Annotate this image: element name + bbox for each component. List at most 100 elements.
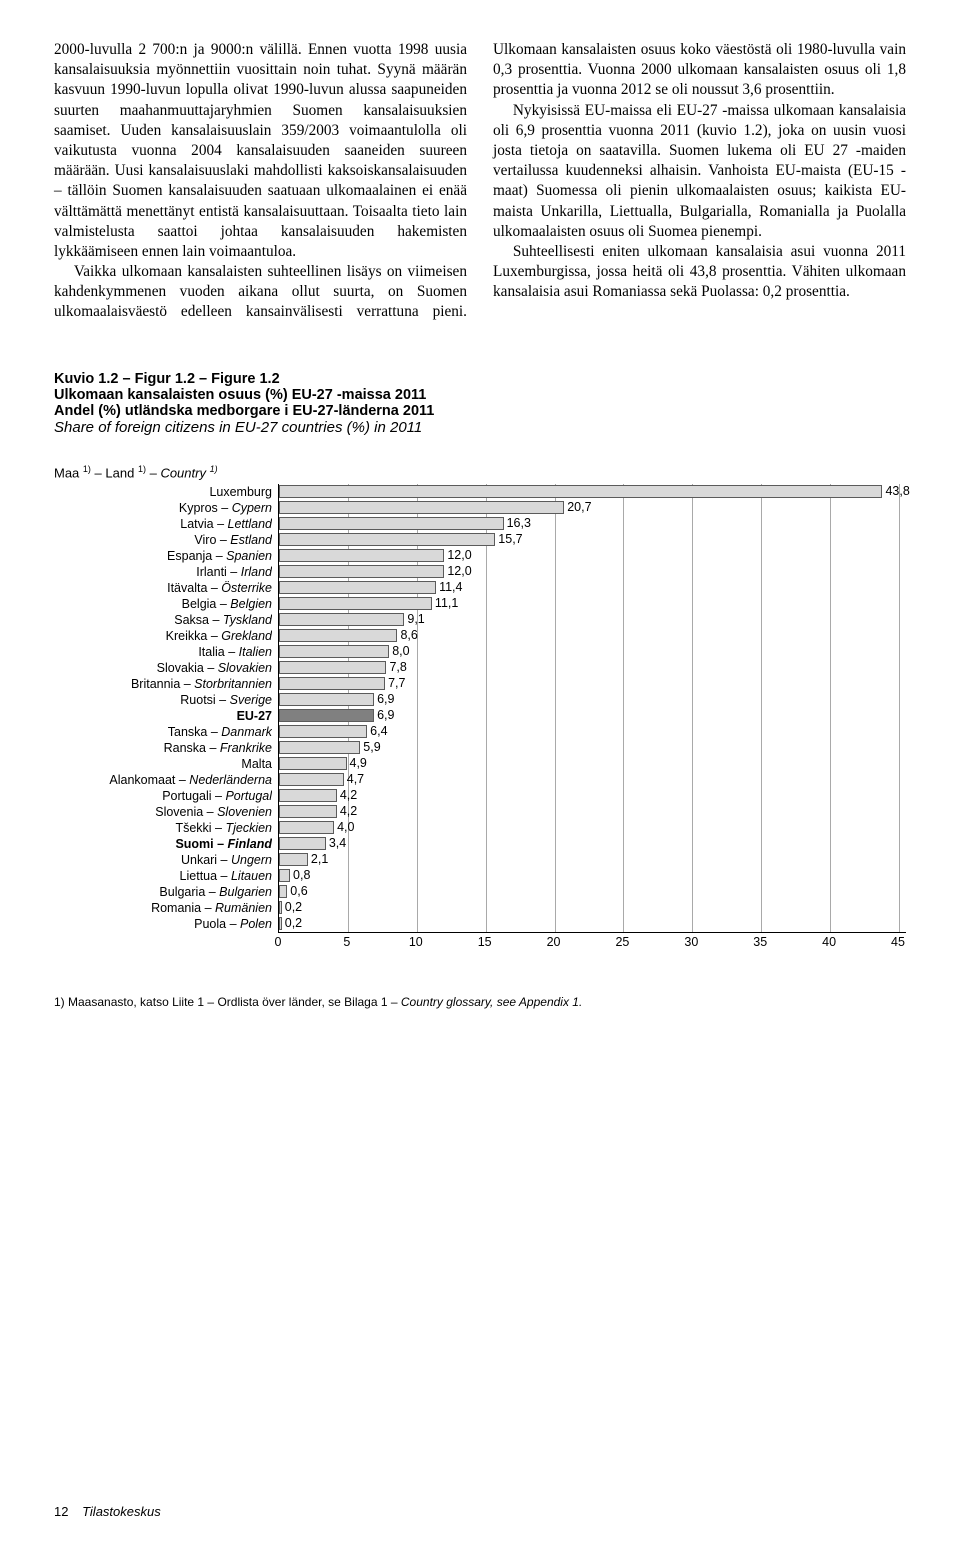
chart-x-tick: 25 [615,935,629,949]
figure-title-sv: Andel (%) utländska medborgare i EU-27-l… [54,403,906,419]
figure-label: Kuvio 1.2 – Figur 1.2 – Figure 1.2 [54,371,906,387]
chart-value-label: 12,0 [447,549,471,562]
chart-row-label: Itävalta – Österrike [54,580,272,596]
chart-value-label: 20,7 [567,501,591,514]
chart-row-label: Belgia – Belgien [54,596,272,612]
chart-x-tick: 0 [275,935,282,949]
chart-bar [279,533,495,546]
footer-source: Tilastokeskus [82,1504,161,1519]
body-text: 2000-luvulla 2 700:n ja 9000:n välillä. … [54,40,906,323]
chart-bar [279,501,564,514]
chart-row-label: Romania – Rumänien [54,900,272,916]
chart-row-label: Kypros – Cypern [54,500,272,516]
chart-value-label: 16,3 [507,517,531,530]
chart-gridline [555,484,556,932]
chart-x-labels: 051015202530354045 [278,933,898,951]
chart-gridline [830,484,831,932]
chart-row-label: Slovakia – Slovakien [54,660,272,676]
chart-bar [279,485,882,498]
chart-value-label: 12,0 [447,565,471,578]
chart-gridline [692,484,693,932]
chart-bar [279,709,374,722]
chart-bar [279,741,360,754]
chart-value-label: 4,7 [347,773,364,786]
chart-bar [279,773,344,786]
chart-row-label: Ranska – Frankrike [54,740,272,756]
chart-value-label: 8,6 [400,629,417,642]
chart-plot-area: 43,820,716,315,712,012,011,411,19,18,68,… [278,484,906,933]
chart-value-label: 7,7 [388,677,405,690]
chart-x-tick: 15 [478,935,492,949]
figure-footnote: 1) Maasanasto, katso Liite 1 – Ordlista … [54,995,906,1009]
chart-row-label: Britannia – Storbritannien [54,676,272,692]
chart-bar [279,757,347,770]
chart-row-label: Tšekki – Tjeckien [54,820,272,836]
chart-value-label: 0,2 [285,901,302,914]
chart-x-tick: 10 [409,935,423,949]
chart-bar [279,885,287,898]
chart-row-label: Kreikka – Grekland [54,628,272,644]
chart-row-label: Portugali – Portugal [54,788,272,804]
chart-value-label: 11,1 [435,597,458,610]
chart-value-label: 3,4 [329,837,346,850]
chart-row-label: Viro – Estland [54,532,272,548]
chart-row-label: Espanja – Spanien [54,548,272,564]
chart-bar [279,613,404,626]
chart-row-label: Ruotsi – Sverige [54,692,272,708]
chart-value-label: 4,2 [340,805,357,818]
chart-row-label: Unkari – Ungern [54,852,272,868]
chart-bar [279,549,444,562]
chart-gridline [899,484,900,932]
chart-x-tick: 40 [822,935,836,949]
chart-value-label: 7,8 [389,661,406,674]
chart-bar [279,693,374,706]
chart-x-tick: 35 [753,935,767,949]
chart-x-tick: 30 [684,935,698,949]
chart-bar [279,565,444,578]
chart-row-label: Suomi – Finland [54,836,272,852]
chart-x-tick: 5 [343,935,350,949]
chart-row-label: Italia – Italien [54,644,272,660]
chart-row-label: Latvia – Lettland [54,516,272,532]
chart-value-label: 6,4 [370,725,387,738]
chart-row-label: Saksa – Tyskland [54,612,272,628]
paragraph-1: 2000-luvulla 2 700:n ja 9000:n välillä. … [54,40,467,262]
chart-value-label: 0,6 [290,885,307,898]
chart-bar [279,661,386,674]
chart-value-label: 2,1 [311,853,328,866]
chart-axis-header: Maa 1) – Land 1) – Country 1) [54,464,906,480]
chart: Maa 1) – Land 1) – Country 1) LuxemburgK… [54,464,906,951]
chart-gridline [623,484,624,932]
chart-row-label: Liettua – Litauen [54,868,272,884]
chart-bar [279,901,282,914]
chart-row-label: Alankomaat – Nederländerna [54,772,272,788]
chart-bar [279,789,337,802]
chart-value-label: 43,8 [885,485,909,498]
paragraph-4: Suhteellisesti eniten ulkomaan kansalais… [493,242,906,303]
paragraph-3: Nykyisissä EU-maissa eli EU-27 -maissa u… [493,101,906,242]
chart-row-label: Luxemburg [54,484,272,500]
chart-bar [279,917,282,930]
chart-value-label: 4,2 [340,789,357,802]
chart-bar [279,821,334,834]
chart-value-label: 5,9 [363,741,380,754]
page-number: 12 [54,1504,68,1519]
chart-x-tick: 20 [547,935,561,949]
chart-row-label: Tanska – Danmark [54,724,272,740]
chart-row-label: Irlanti – Irland [54,564,272,580]
chart-value-label: 6,9 [377,709,394,722]
chart-row-label: EU-27 [54,708,272,724]
chart-bar [279,677,385,690]
chart-value-label: 0,2 [285,917,302,930]
chart-bar [279,517,504,530]
chart-gridline [761,484,762,932]
chart-bar [279,853,308,866]
chart-bar [279,869,290,882]
chart-value-label: 4,0 [337,821,354,834]
chart-value-label: 15,7 [498,533,522,546]
figure-title-en: Share of foreign citizens in EU-27 count… [54,419,906,436]
chart-x-tick: 45 [891,935,905,949]
chart-bar [279,837,326,850]
chart-bar [279,629,397,642]
chart-row-label: Malta [54,756,272,772]
